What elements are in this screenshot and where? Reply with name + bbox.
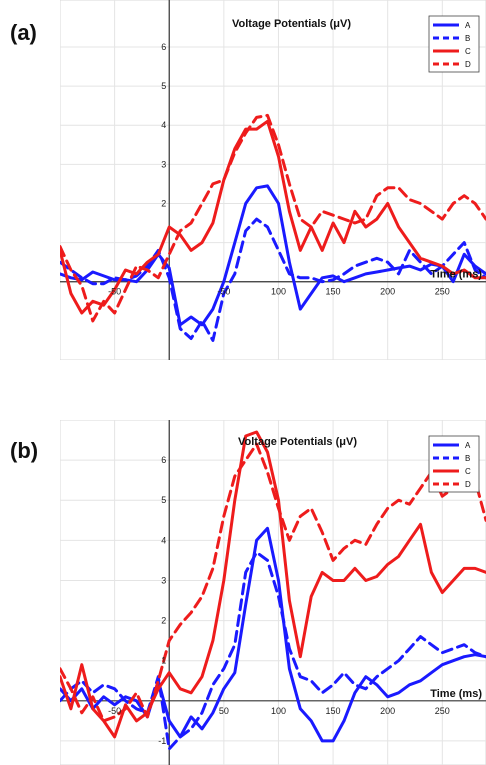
chart-title: Voltage Potentials (μV) xyxy=(232,18,351,30)
legend-label-c: C xyxy=(465,47,471,56)
y-tick-label: 6 xyxy=(161,42,166,52)
y-tick-label: 6 xyxy=(161,455,166,465)
x-tick-label: 150 xyxy=(326,287,341,297)
x-tick-label: 250 xyxy=(435,287,450,297)
y-tick-label: 1 xyxy=(161,656,166,666)
y-tick-label: 5 xyxy=(161,495,166,505)
series-line-d xyxy=(60,442,486,723)
plot-area xyxy=(60,0,486,360)
series-line-c xyxy=(60,119,486,315)
legend-label-d: D xyxy=(465,60,471,69)
x-tick-label: 200 xyxy=(380,287,395,297)
x-tick-label: 100 xyxy=(271,706,286,716)
x-tick-label: 150 xyxy=(326,706,341,716)
panel-b-label: (b) xyxy=(10,438,39,463)
x-tick-label: -50 xyxy=(108,706,121,716)
y-tick-label: 2 xyxy=(161,616,166,626)
x-tick-label: 250 xyxy=(435,706,450,716)
x-axis-label: Time (ms) xyxy=(430,688,482,700)
x-axis-label: Time (ms) xyxy=(430,269,482,281)
y-tick-label: -1 xyxy=(158,736,166,746)
panel-a-label: (a) xyxy=(10,20,37,45)
x-tick-label: -50 xyxy=(217,287,230,297)
y-tick-label: 2 xyxy=(161,198,166,208)
series-line-d xyxy=(60,113,486,323)
legend-label-d: D xyxy=(465,480,471,489)
chart-a: -50 -50 100 150 200 250 2 3 4 5 6 Voltage Potential… xyxy=(60,0,486,360)
legend-label-a: A xyxy=(465,441,471,450)
y-tick-label: 3 xyxy=(161,159,166,169)
chart-b: -50 50 100 150 200 250 -1 1 2 3 4 5 6 Voltage Potenti… xyxy=(60,420,486,765)
x-tick-label: 200 xyxy=(380,706,395,716)
y-tick-label: 5 xyxy=(161,81,166,91)
y-tick-label: 4 xyxy=(161,120,166,130)
y-tick-label: 4 xyxy=(161,535,166,545)
chart-title: Voltage Potentials (μV) xyxy=(238,436,357,448)
x-tick-label: -50 xyxy=(108,287,121,297)
legend-label-a: A xyxy=(465,21,471,30)
x-tick-label: 50 xyxy=(219,706,229,716)
series-line-c xyxy=(60,430,486,739)
series-line-a xyxy=(60,184,486,327)
y-tick-label: 3 xyxy=(161,575,166,585)
legend-label-c: C xyxy=(465,467,471,476)
legend-label-b: B xyxy=(465,34,470,43)
x-tick-label: 100 xyxy=(271,287,286,297)
legend-label-b: B xyxy=(465,454,470,463)
